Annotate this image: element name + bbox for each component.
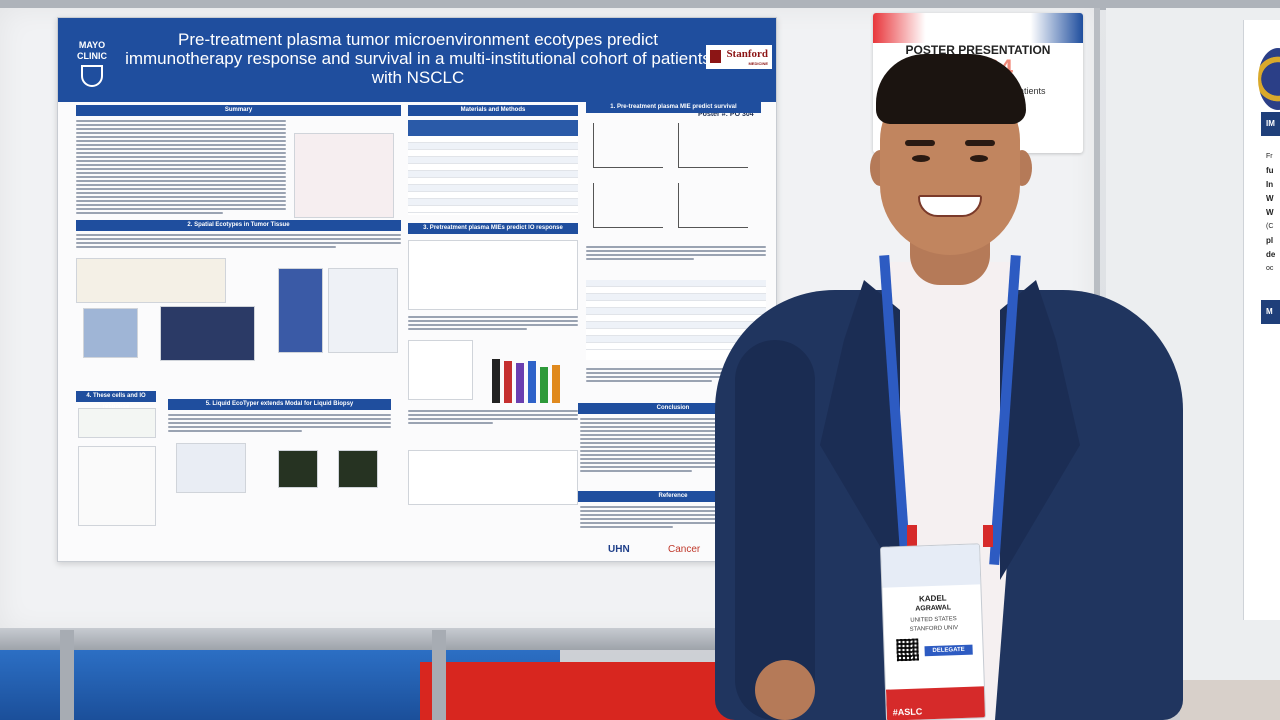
km-plot-1 xyxy=(593,123,663,168)
survival-caption-b xyxy=(586,368,766,384)
cancer-logo: Cancer xyxy=(668,544,701,555)
cells-table xyxy=(78,446,156,526)
heading-im: IM xyxy=(1266,119,1275,128)
liquid-text xyxy=(168,414,391,434)
badge-affiliation: STANFORD UNIV xyxy=(909,625,959,633)
poster-header: MAYO CLINIC Pre-treatment plasma tumor m… xyxy=(58,18,776,102)
blazer-sleeve xyxy=(735,340,815,720)
eye xyxy=(970,155,988,162)
lanyard-clip xyxy=(983,525,993,547)
spatial-figure-c xyxy=(160,306,255,361)
section-conclusion: Conclusion xyxy=(578,403,768,414)
heading-block xyxy=(1261,300,1280,324)
floor-right xyxy=(1180,680,1280,720)
io-boxplots xyxy=(408,240,578,310)
board-leg xyxy=(432,630,446,720)
sign-banner xyxy=(873,13,1083,43)
section-reference: Reference xyxy=(578,491,768,502)
io-caption xyxy=(408,316,578,332)
panel-line: W xyxy=(1266,194,1274,203)
km-plot-2 xyxy=(678,123,748,168)
stanford-tree-icon xyxy=(710,50,721,63)
section-cells-io: 4. These cells and IO response xyxy=(76,391,156,410)
mayo-logo: MAYO CLINIC xyxy=(70,40,114,87)
section-methods: Materials and Methods xyxy=(408,105,578,116)
board-leg xyxy=(60,630,74,720)
stanford-logo-text: Stanford xyxy=(726,48,768,60)
hand xyxy=(755,660,815,720)
summary-text xyxy=(76,120,286,216)
partner-logos: UHN Cancer xyxy=(578,538,768,560)
panel-line: de xyxy=(1266,250,1276,259)
heading-m: M xyxy=(1266,307,1273,316)
badge-header xyxy=(881,544,983,588)
methods-table xyxy=(408,120,578,215)
badge-role: DELEGATE xyxy=(924,644,973,657)
liquid-figure-a xyxy=(176,443,246,493)
spatial-figure-b xyxy=(83,308,138,358)
reference-text xyxy=(580,506,766,530)
poster-id: Poster #: PO 304 xyxy=(698,111,754,118)
section-spatial-ecotypes: 2. Spatial Ecotypes in Tumor Tissue xyxy=(76,220,401,231)
poster-title: Pre-treatment plasma tumor microenvironm… xyxy=(125,30,711,87)
seal-icon xyxy=(1258,48,1280,110)
eyebrow xyxy=(965,140,995,146)
panel-line: fu xyxy=(1266,166,1274,175)
eye xyxy=(912,155,930,162)
mayo-logo-text: MAYO CLINIC xyxy=(77,40,107,61)
spatial-figure-a xyxy=(76,258,226,303)
heading-block xyxy=(1261,112,1280,136)
io-km-plot xyxy=(408,340,473,400)
section-mie-survival: 1. Pre-treatment plasma MIE predict surv… xyxy=(586,102,761,113)
neighbor-poster: IM Fr fu In W W (C pl de oc M xyxy=(1243,20,1280,620)
section-summary: Summary xyxy=(76,105,401,116)
liquid-heatmap-b xyxy=(338,450,378,488)
qr-code-icon xyxy=(896,638,919,662)
presenter: KADEL AGRAWAL UNITED STATES STANFORD UNI… xyxy=(700,40,1220,720)
survival-caption xyxy=(586,246,766,262)
spatial-heatmap xyxy=(278,268,323,353)
stanford-logo: Stanford MEDICINE xyxy=(706,45,772,69)
cells-bar-figure xyxy=(78,408,156,438)
panel-line: Fr xyxy=(1266,153,1273,160)
smile xyxy=(918,195,982,217)
spatial-text xyxy=(76,234,401,250)
stanford-logo-sub: MEDICINE xyxy=(748,61,768,66)
hair xyxy=(876,54,1026,124)
uhn-logo: UHN xyxy=(608,544,630,555)
sign-kind: POSTER PRESENTATION xyxy=(905,43,1051,57)
panel-line: pl xyxy=(1266,236,1274,245)
km-plot-4 xyxy=(678,183,748,228)
section-liquid-ecotyper: 5. Liquid EcoTyper extends Modal for Liq… xyxy=(168,399,391,410)
panel-line: (C xyxy=(1266,223,1274,230)
mayo-shield-icon xyxy=(81,65,103,87)
badge-last-name: AGRAWAL xyxy=(915,604,952,613)
badge-country: UNITED STATES xyxy=(910,616,957,624)
lanyard-clip xyxy=(907,525,917,547)
conclusion-text xyxy=(580,418,766,474)
summary-figure xyxy=(294,133,394,218)
badge-footer: #ASLC xyxy=(885,686,987,720)
panel-line: In xyxy=(1266,180,1274,189)
spatial-figure-d xyxy=(328,268,398,353)
name-badge: KADEL AGRAWAL UNITED STATES STANFORD UNI… xyxy=(879,543,987,720)
km-plot-3 xyxy=(593,183,663,228)
panel-line: oc xyxy=(1266,265,1274,272)
research-poster: MAYO CLINIC Pre-treatment plasma tumor m… xyxy=(57,17,777,562)
eyebrow xyxy=(905,140,935,146)
io-bar-chart xyxy=(488,353,573,403)
panel-line: W xyxy=(1266,208,1274,217)
top-rail xyxy=(0,0,1280,10)
section-io-response: 3. Pretreatment plasma MIEs predict IO r… xyxy=(408,223,578,234)
liquid-heatmap-a xyxy=(278,450,318,488)
sign-text: Patients xyxy=(1013,86,1046,96)
io-caption-b xyxy=(408,410,578,426)
io-boxplots-b xyxy=(408,450,578,505)
